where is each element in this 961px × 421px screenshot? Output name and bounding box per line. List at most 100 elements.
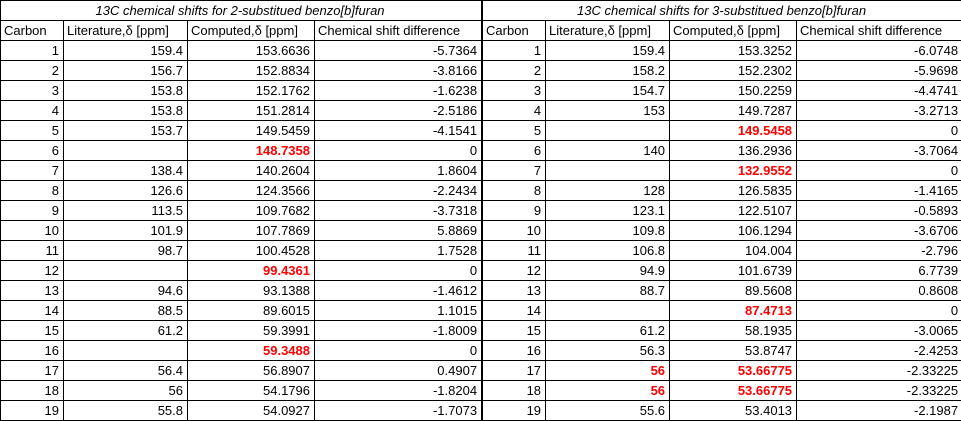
carbon-cell[interactable]: 2 [0, 60, 64, 81]
table-title[interactable]: 13C chemical shifts for 3-substitued ben… [482, 0, 961, 21]
column-header-difference[interactable]: Chemical shift difference [796, 20, 961, 41]
literature-cell[interactable]: 126.6 [63, 180, 188, 201]
literature-cell[interactable]: 153 [545, 100, 671, 121]
column-header-literature[interactable]: Literature,δ [ppm] [63, 20, 188, 41]
computed-cell[interactable]: 136.2936 [669, 140, 798, 161]
computed-cell[interactable]: 152.1762 [187, 80, 315, 101]
literature-cell[interactable] [545, 160, 671, 181]
difference-cell[interactable]: 0 [313, 260, 483, 281]
literature-cell[interactable] [63, 260, 188, 281]
literature-cell[interactable]: 61.2 [545, 320, 671, 341]
column-header-literature[interactable]: Literature,δ [ppm] [545, 20, 671, 41]
difference-cell[interactable]: -2.33225 [796, 360, 961, 381]
difference-cell[interactable]: -3.6706 [796, 220, 961, 241]
literature-cell[interactable]: 101.9 [63, 220, 188, 241]
literature-cell[interactable]: 98.7 [63, 240, 188, 261]
computed-cell[interactable]: 149.5459 [187, 120, 315, 141]
literature-cell[interactable]: 128 [545, 180, 671, 201]
computed-cell[interactable]: 54.1796 [187, 380, 315, 401]
difference-cell[interactable]: -4.1541 [313, 120, 483, 141]
computed-cell[interactable]: 149.5458 [669, 120, 798, 141]
computed-cell[interactable]: 99.4361 [187, 260, 315, 281]
difference-cell[interactable]: 1.7528 [313, 240, 483, 261]
computed-cell[interactable]: 87.4713 [669, 300, 798, 321]
carbon-cell[interactable]: 3 [0, 80, 64, 101]
literature-cell[interactable]: 159.4 [545, 40, 671, 61]
carbon-cell[interactable]: 6 [0, 140, 64, 161]
carbon-cell[interactable]: 12 [0, 260, 64, 281]
carbon-cell[interactable]: 7 [0, 160, 64, 181]
literature-cell[interactable]: 106.8 [545, 240, 671, 261]
difference-cell[interactable]: 0 [313, 140, 483, 161]
difference-cell[interactable]: -4.4741 [796, 80, 961, 101]
literature-cell[interactable]: 55.8 [63, 400, 188, 421]
difference-cell[interactable]: 6.7739 [796, 260, 961, 281]
carbon-cell[interactable]: 9 [0, 200, 64, 221]
literature-cell[interactable]: 153.8 [63, 80, 188, 101]
computed-cell[interactable]: 152.2302 [669, 60, 798, 81]
computed-cell[interactable]: 89.5608 [669, 280, 798, 301]
carbon-cell[interactable]: 6 [482, 140, 547, 161]
computed-cell[interactable]: 148.7358 [187, 140, 315, 161]
difference-cell[interactable]: -3.0065 [796, 320, 961, 341]
computed-cell[interactable]: 149.7287 [669, 100, 798, 121]
difference-cell[interactable]: -2.1987 [796, 400, 961, 421]
literature-cell[interactable]: 56 [545, 360, 671, 381]
computed-cell[interactable]: 152.8834 [187, 60, 315, 81]
difference-cell[interactable]: -1.7073 [313, 400, 483, 421]
literature-cell[interactable] [545, 300, 671, 321]
computed-cell[interactable]: 58.1935 [669, 320, 798, 341]
literature-cell[interactable]: 56 [63, 380, 188, 401]
computed-cell[interactable]: 122.5107 [669, 200, 798, 221]
difference-cell[interactable]: -2.33225 [796, 380, 961, 401]
carbon-cell[interactable]: 10 [0, 220, 64, 241]
literature-cell[interactable]: 154.7 [545, 80, 671, 101]
computed-cell[interactable]: 59.3991 [187, 320, 315, 341]
carbon-cell[interactable]: 9 [482, 200, 547, 221]
computed-cell[interactable]: 109.7682 [187, 200, 315, 221]
carbon-cell[interactable]: 3 [482, 80, 547, 101]
literature-cell[interactable]: 61.2 [63, 320, 188, 341]
difference-cell[interactable]: 0.8608 [796, 280, 961, 301]
carbon-cell[interactable]: 8 [0, 180, 64, 201]
carbon-cell[interactable]: 1 [0, 40, 64, 61]
carbon-cell[interactable]: 13 [0, 280, 64, 301]
carbon-cell[interactable]: 19 [0, 400, 64, 421]
computed-cell[interactable]: 59.3488 [187, 340, 315, 361]
difference-cell[interactable]: -3.7064 [796, 140, 961, 161]
carbon-cell[interactable]: 4 [0, 100, 64, 121]
difference-cell[interactable]: 1.8604 [313, 160, 483, 181]
carbon-cell[interactable]: 1 [482, 40, 547, 61]
difference-cell[interactable]: -5.9698 [796, 60, 961, 81]
literature-cell[interactable]: 156.7 [63, 60, 188, 81]
literature-cell[interactable]: 113.5 [63, 200, 188, 221]
column-header-carbon[interactable]: Carbon [0, 20, 64, 41]
difference-cell[interactable]: -2.5186 [313, 100, 483, 121]
difference-cell[interactable]: -3.7318 [313, 200, 483, 221]
computed-cell[interactable]: 100.4528 [187, 240, 315, 261]
computed-cell[interactable]: 124.3566 [187, 180, 315, 201]
difference-cell[interactable]: -1.4612 [313, 280, 483, 301]
carbon-cell[interactable]: 17 [0, 360, 64, 381]
literature-cell[interactable]: 56.4 [63, 360, 188, 381]
carbon-cell[interactable]: 19 [482, 400, 547, 421]
carbon-cell[interactable]: 10 [482, 220, 547, 241]
carbon-cell[interactable]: 17 [482, 360, 547, 381]
literature-cell[interactable] [545, 120, 671, 141]
difference-cell[interactable]: -2.4253 [796, 340, 961, 361]
computed-cell[interactable]: 53.66775 [669, 380, 798, 401]
carbon-cell[interactable]: 4 [482, 100, 547, 121]
computed-cell[interactable]: 89.6015 [187, 300, 315, 321]
literature-cell[interactable]: 159.4 [63, 40, 188, 61]
computed-cell[interactable]: 53.66775 [669, 360, 798, 381]
computed-cell[interactable]: 53.4013 [669, 400, 798, 421]
computed-cell[interactable]: 53.8747 [669, 340, 798, 361]
column-header-difference[interactable]: Chemical shift difference [313, 20, 483, 41]
carbon-cell[interactable]: 15 [0, 320, 64, 341]
difference-cell[interactable]: -1.4165 [796, 180, 961, 201]
difference-cell[interactable]: 0 [796, 300, 961, 321]
difference-cell[interactable]: -0.5893 [796, 200, 961, 221]
literature-cell[interactable]: 109.8 [545, 220, 671, 241]
difference-cell[interactable]: 1.1015 [313, 300, 483, 321]
computed-cell[interactable]: 56.8907 [187, 360, 315, 381]
